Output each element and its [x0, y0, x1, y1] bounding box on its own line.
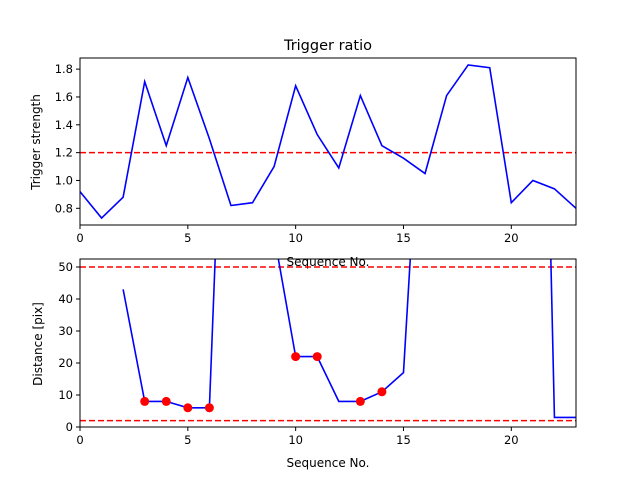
data-point	[355, 396, 365, 406]
data-point	[291, 352, 301, 362]
data-point	[140, 396, 150, 406]
plot-frame	[79, 57, 577, 226]
x-tick-label: 0	[76, 433, 83, 447]
plot-content	[80, 64, 576, 220]
trigger-ratio-chart: Trigger ratio Trigger strength Sequence …	[29, 38, 577, 269]
data-point	[183, 403, 193, 413]
x-tick-label: 0	[76, 231, 83, 245]
y-axis-label: Distance [pix]	[31, 302, 45, 386]
y-tick-label: 1.6	[55, 90, 73, 104]
y-tick-label: 30	[58, 324, 73, 338]
x-tick-label: 20	[504, 231, 519, 245]
y-tick-label: 10	[58, 388, 73, 402]
plot-frame	[79, 258, 577, 428]
y-tick-label: 1.4	[55, 118, 73, 132]
chart-title: Trigger ratio	[283, 38, 372, 54]
x-tick-label: 15	[396, 433, 411, 447]
plot-area: 0 5 10 15 20 0.8 1.0 1.2 1.4 1.6 1.8	[55, 57, 577, 245]
y-tick-label: 1.0	[55, 173, 73, 187]
x-tick-label: 10	[288, 433, 303, 447]
plot-content	[80, 259, 576, 422]
y-tick-label: 50	[58, 260, 73, 274]
plot-area: 0 5 10 15 20 0 10 20 30 40 50	[58, 258, 577, 447]
series-line	[122, 259, 576, 419]
x-tick-label: 10	[288, 231, 303, 245]
x-tick-label: 20	[504, 433, 519, 447]
data-point	[204, 403, 214, 413]
data-point	[377, 387, 387, 397]
data-point	[161, 396, 171, 406]
distance-chart: Distance [pix] Sequence No. 0 5 10 15 20 0 10 2…	[31, 258, 577, 470]
data-point	[312, 352, 322, 362]
y-tick-label: 0.8	[55, 201, 73, 215]
x-tick-label: 15	[396, 231, 411, 245]
y-tick-label: 0	[66, 420, 73, 434]
y-axis-label: Trigger strength	[29, 94, 43, 191]
y-tick-label: 1.8	[55, 62, 73, 76]
x-axis-label: Sequence No.	[287, 456, 370, 470]
x-tick-label: 5	[184, 231, 191, 245]
y-tick-label: 40	[58, 292, 73, 306]
series-line	[80, 64, 576, 220]
y-tick-label: 20	[58, 356, 73, 370]
x-tick-label: 5	[184, 433, 191, 447]
y-tick-label: 1.2	[55, 146, 73, 160]
